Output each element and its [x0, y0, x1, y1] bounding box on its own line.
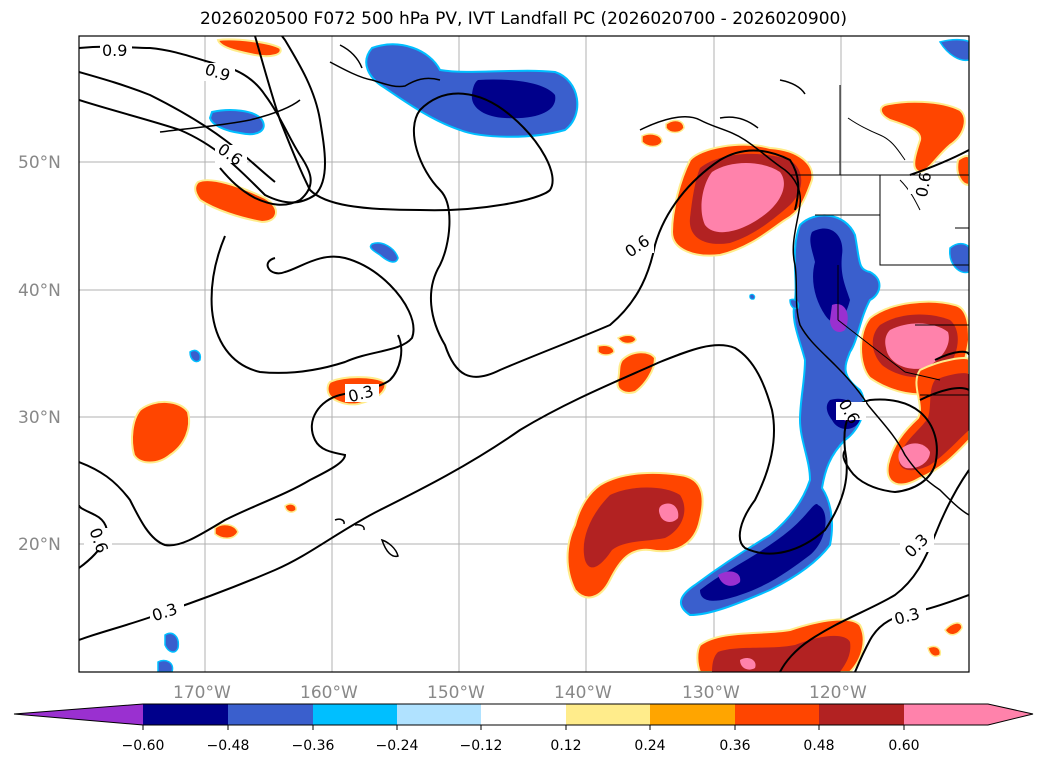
colorbar-tick-label: 0.12 [550, 738, 581, 754]
colorbar-bin [397, 704, 481, 725]
contour-0-6-main [254, 36, 800, 378]
contour-0-6-loop [210, 235, 415, 374]
colorbar-bin [143, 704, 228, 725]
lon-tick-label: 160°W [300, 683, 358, 703]
colorbar-tick-label: −0.48 [207, 738, 250, 754]
colorbar: −0.60 −0.48 −0.36 −0.24 −0.12 0.12 0.24 … [13, 703, 1034, 754]
colorbar-bin [650, 704, 735, 725]
map-content [79, 36, 969, 672]
colorbar-under-arrow [14, 704, 143, 725]
contour-0-9-b [79, 71, 276, 183]
colorbar-tick-label: −0.36 [292, 738, 335, 754]
lat-tick-label: 20°N [18, 535, 61, 555]
colorbar-bin [904, 704, 988, 725]
contour-0-6-west [79, 36, 326, 204]
contour-se-b [854, 594, 969, 672]
colorbar-bin [481, 704, 566, 725]
colorbar-bin [313, 704, 397, 725]
colorbar-tick-label: 0.60 [888, 738, 919, 754]
colorbar-bin [566, 704, 650, 725]
lon-tick-label: 170°W [173, 683, 231, 703]
contour-label: 0.6 [912, 170, 935, 198]
lon-tick-label: 120°W [809, 683, 867, 703]
colorbar-tick-label: −0.24 [376, 738, 419, 754]
borders [790, 85, 969, 396]
colorbar-tick-label: 0.24 [634, 738, 665, 754]
lat-tick-label: 40°N [18, 281, 61, 301]
shade-small-1 [369, 242, 399, 263]
contour-0-3-south [79, 344, 848, 641]
contour-label: 0.9 [102, 41, 127, 60]
contour-se [779, 469, 969, 672]
colorbar-tick-label: 0.48 [803, 738, 834, 754]
colorbar-bin [819, 704, 904, 725]
lat-tick-label: 30°N [18, 408, 61, 428]
contour-west-0-6 [79, 504, 108, 569]
lon-tick-label: 150°W [427, 683, 485, 703]
colorbar-bin [228, 704, 313, 725]
lon-axis: 170°W 160°W 150°W 140°W 130°W 120°W [173, 683, 867, 703]
colorbar-tick-label: 0.36 [719, 738, 750, 754]
lon-tick-label: 140°W [554, 683, 612, 703]
lat-axis: 50°N 40°N 30°N 20°N [18, 153, 61, 555]
colorbar-tick-marks [142, 725, 905, 730]
lat-tick-label: 50°N [18, 153, 61, 173]
lon-tick-label: 130°W [682, 683, 740, 703]
contour-right-loop [842, 398, 938, 494]
map-title: 2026020500 F072 500 hPa PV, IVT Landfall… [199, 9, 847, 29]
coastlines [159, 44, 969, 558]
colorbar-tick-label: −0.60 [122, 738, 165, 754]
colorbar-bin [735, 704, 819, 725]
contour-ne [909, 149, 969, 176]
pv-contours [79, 36, 969, 672]
colorbar-over-arrow [988, 704, 1033, 725]
colorbar-tick-label: −0.12 [460, 738, 503, 754]
map-frame [78, 35, 970, 673]
